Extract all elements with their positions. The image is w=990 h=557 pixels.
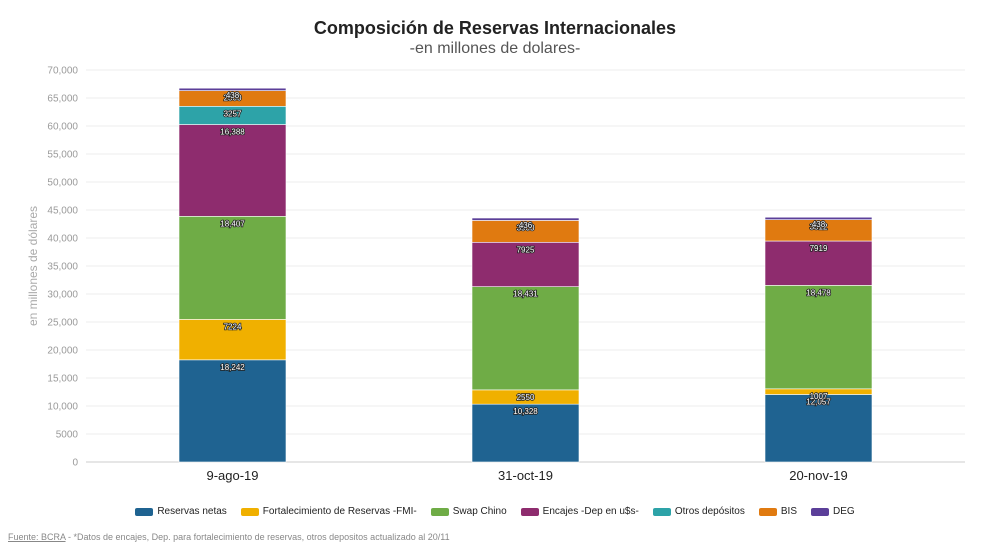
x-tick-label: 31-oct-19 [498,468,553,483]
y-tick-label: 10,000 [47,402,78,413]
data-label: 12,057 [806,397,831,406]
legend-label: Swap Chino [452,506,507,517]
bar-segment [178,87,287,91]
data-label: 2800 [224,94,242,103]
bar-segment [471,403,580,463]
y-tick-label: 60,000 [47,122,78,133]
y-tick-label: 70,000 [47,66,78,77]
data-label: 18,478 [806,288,831,297]
chart-subtitle: -en millones de dolares- [409,40,581,57]
y-tick-label: 15,000 [47,374,78,385]
data-label: 3900 [517,223,535,232]
legend-item[interactable]: Otros depósitos [652,506,745,517]
legend-item[interactable]: BIS [758,506,797,517]
bar-segment [178,359,287,463]
source-link[interactable]: Fuente: BCRA [8,532,66,542]
data-label: 2550 [517,393,535,402]
y-tick-label: 5000 [56,430,79,441]
legend-item[interactable]: DEG [811,506,855,517]
legend-item[interactable]: Swap Chino [430,506,507,517]
y-tick-label: 20,000 [47,346,78,357]
y-tick-label: 0 [72,458,78,469]
source-note: Fuente: BCRA - *Datos de encajes, Dep. p… [8,532,450,542]
y-tick-label: 55,000 [47,150,78,161]
bar-segment [471,217,580,221]
y-tick-label: 45,000 [47,206,78,217]
data-label: 16,388 [220,128,245,137]
legend-swatch [811,507,829,516]
x-tick-label: 20-nov-19 [789,468,848,483]
data-label: 438 [812,220,826,229]
data-label: 18,431 [513,290,538,299]
legend-swatch [652,507,671,516]
bar-segment [764,394,873,463]
data-label: 438 [226,91,240,100]
bar-segment [764,240,873,286]
legend-item[interactable]: Reservas netas [135,506,227,517]
data-label: 436 [519,221,533,230]
legend: Reservas netas Fortalecimiento de Reserva… [0,506,990,517]
y-tick-label: 50,000 [47,178,78,189]
legend-item[interactable]: Encajes -Dep en u$s- [520,506,639,517]
data-label: 10,328 [513,407,538,416]
y-tick-label: 35,000 [47,262,78,273]
y-tick-label: 65,000 [47,94,78,105]
data-label: 3812 [810,223,828,232]
legend-swatch [430,507,449,516]
data-label: 18,407 [220,219,245,228]
y-tick-label: 30,000 [47,290,78,301]
legend-label: DEG [833,506,855,517]
legend-label: Otros depósitos [674,506,745,517]
bar-segment [764,285,873,390]
bar-segment [178,216,287,320]
stacked-bar-chart: 0 5000 10,000 15,000 20,000 25,000 30,000 35,00… [26,66,965,483]
bar-segment [471,286,580,391]
x-tick-label: 9-ago-19 [206,468,258,483]
legend-item[interactable]: Fortalecimiento de Reservas -FMI- [240,506,417,517]
legend-label: Reservas netas [157,506,227,517]
legend-swatch [758,507,777,516]
data-label: 7919 [810,244,828,253]
y-tick-label: 40,000 [47,234,78,245]
bar-segment [471,241,580,287]
data-label: 1007 [810,392,828,401]
data-label: 7224 [224,322,242,331]
legend-label: Fortalecimiento de Reservas -FMI- [262,506,417,517]
data-label: 3257 [224,109,242,118]
bar-segment [178,124,287,217]
legend-swatch [135,507,154,516]
y-axis-label: en millones de dólares [26,206,40,326]
legend-label: Encajes -Dep en u$s- [542,506,639,517]
source-text: - *Datos de encajes, Dep. para fortaleci… [65,532,450,542]
chart-title: Composición de Reservas Internacionales [313,18,677,38]
data-label: 18,242 [220,363,245,372]
legend-swatch [240,507,259,516]
bar-segment [178,319,287,361]
data-label: 7925 [517,245,535,254]
legend-swatch [520,507,539,516]
y-tick-label: 25,000 [47,318,78,329]
bar-segment [764,216,873,220]
legend-label: BIS [780,506,797,517]
